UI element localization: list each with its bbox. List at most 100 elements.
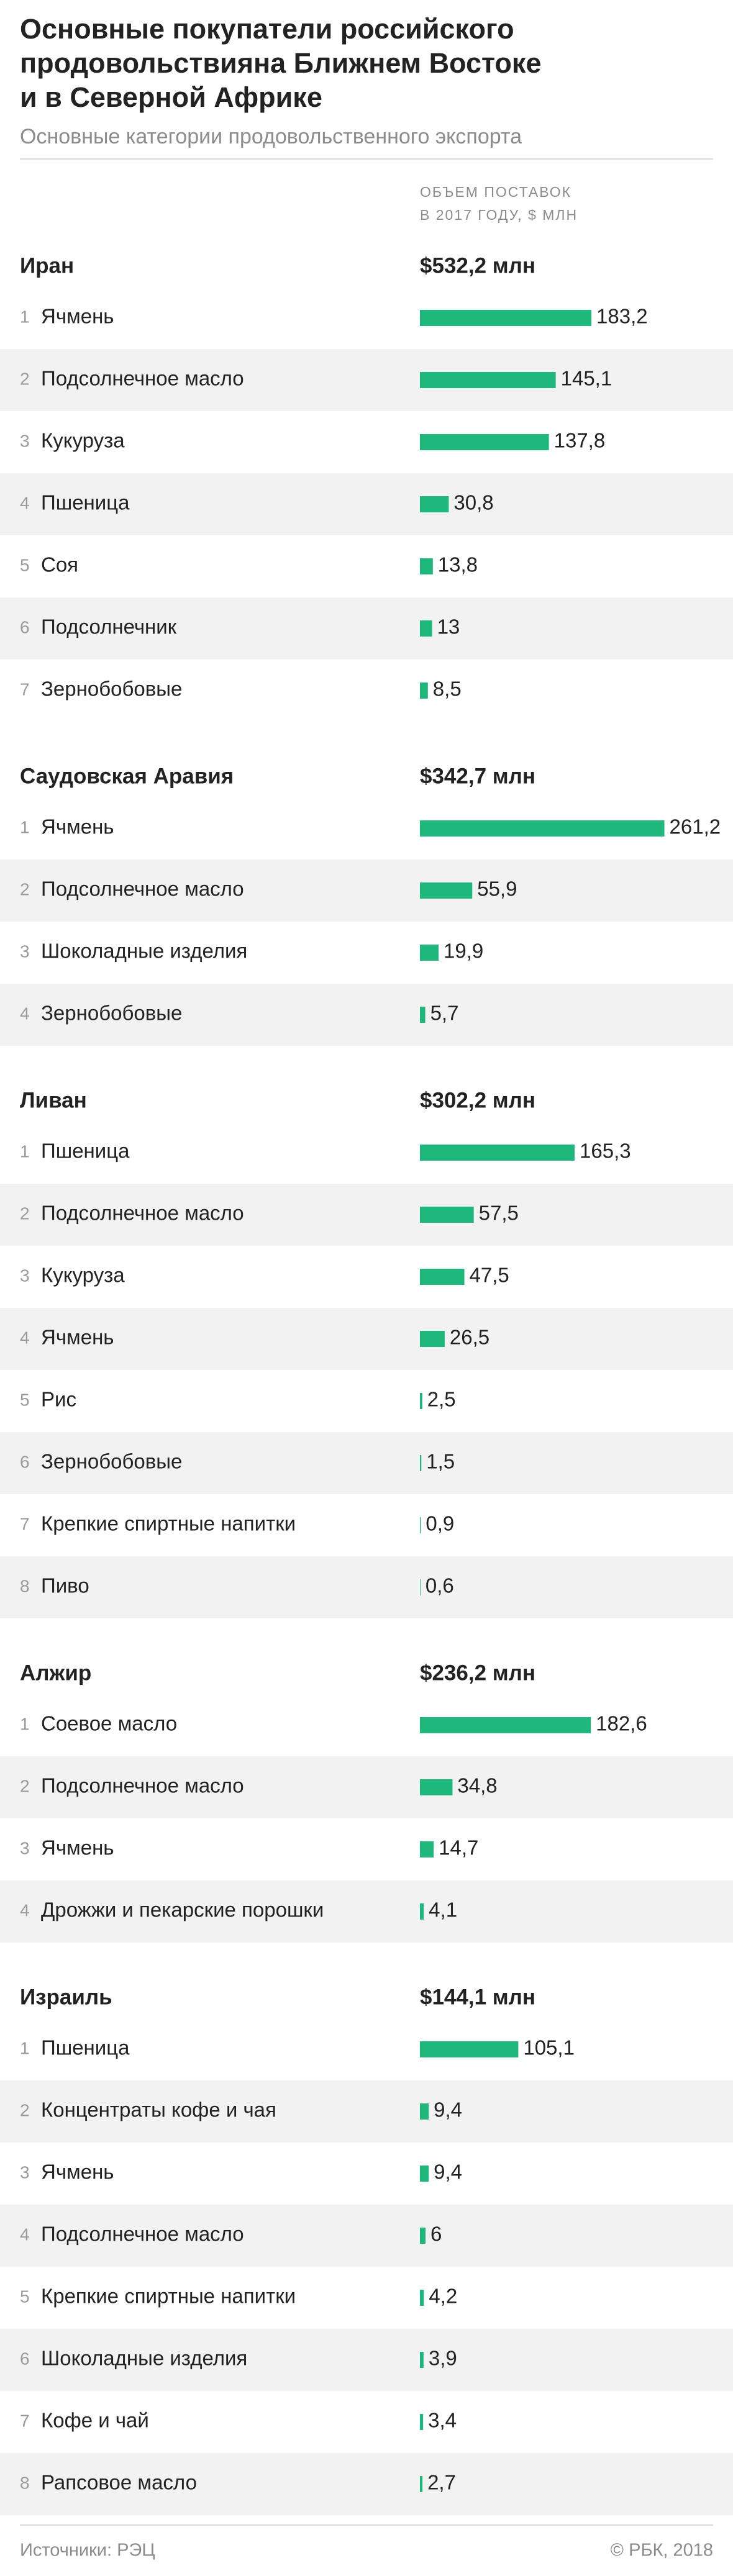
row-band [0,2453,733,2515]
row-band [0,1556,733,1618]
value-label: 182,6 [596,1712,647,1735]
rank: 3 [20,2162,30,2182]
rank: 5 [20,1390,30,1409]
rank: 6 [20,1452,30,1471]
category-label: Крепкие спиртные напитки [41,2285,296,2308]
group-title: Саудовская Аравия [20,764,234,788]
rank: 3 [20,941,30,961]
title: продовольствияна Ближнем Востоке [20,47,541,79]
group-title: Иран [20,253,74,278]
rank: 1 [20,817,30,837]
value-label: 137,8 [554,429,606,452]
value-label: 9,4 [434,2098,462,2121]
bar [420,1455,422,1471]
group-total: $302,2 млн [420,1088,535,1112]
category-label: Дрожжи и пекарские порошки [41,1898,324,1921]
category-label: Зернобобовые [41,678,182,701]
bar [420,558,433,574]
rank: 3 [20,1838,30,1857]
bar [420,1717,591,1733]
category-label: Пиво [41,1574,89,1597]
bar [420,2476,423,2492]
rank: 8 [20,2473,30,2492]
category-label: Зернобобовые [41,1002,182,1025]
row-band [0,349,733,411]
rank: 2 [20,2100,30,2120]
value-label: 30,8 [453,491,493,514]
value-label: 8,5 [433,678,462,701]
value-label: 3,4 [428,2409,457,2432]
value-label: 261,2 [670,815,721,838]
row-band [0,1308,733,1370]
title: Основные покупатели российского [20,13,514,45]
rank: 6 [20,617,30,637]
category-label: Кофе и чай [41,2409,149,2432]
bar [420,1207,474,1223]
bar [420,683,428,699]
rank: 2 [20,369,30,388]
category-label: Ячмень [41,815,114,838]
value-label: 5,7 [430,1002,459,1025]
category-label: Ячмень [41,305,114,328]
row-band [0,597,733,660]
rank: 4 [20,1328,30,1347]
row-band [0,2329,733,2391]
bar [420,1393,422,1409]
rank: 4 [20,1004,30,1023]
bar [420,1331,445,1347]
category-label: Рис [41,1388,76,1411]
rank: 1 [20,307,30,326]
value-label: 105,1 [523,2036,575,2059]
bar [420,2290,424,2306]
category-label: Ячмень [41,1836,114,1859]
value-label: 0,9 [426,1512,454,1535]
rank: 3 [20,1266,30,1285]
value-label: 2,7 [427,2471,456,2494]
subtitle: Основные категории продовольственного эк… [20,125,522,148]
value-label: 34,8 [457,1774,497,1797]
rank: 7 [20,2411,30,2430]
source: Источники: РЭЦ [20,2541,155,2560]
bar [420,2041,519,2057]
category-label: Кукуруза [41,429,125,452]
value-label: 1,5 [426,1450,455,1473]
group-total: $144,1 млн [420,1985,535,2009]
category-label: Ячмень [41,1326,114,1349]
value-label: 4,2 [429,2285,457,2308]
bar [420,2103,429,2120]
value-label: 26,5 [450,1326,489,1349]
category-label: Подсолнечное масло [41,1202,244,1225]
bar [420,1579,421,1595]
bar [420,620,432,637]
bar [420,1903,424,1920]
group-title: Ливан [20,1088,87,1112]
value-label: 4,1 [429,1898,457,1921]
title: и в Северной Африке [20,81,322,113]
bar [420,1517,421,1533]
category-label: Соя [41,553,78,576]
group-title: Алжир [20,1661,91,1685]
value-label: 183,2 [596,305,648,328]
bar [420,1841,434,1857]
value-label: 3,9 [429,2347,457,2370]
category-label: Подсолнечное масло [41,2223,244,2246]
category-label: Пшеница [41,2036,130,2059]
category-label: Подсолнечное масло [41,878,244,900]
bar [420,434,549,450]
category-label: Крепкие спиртные напитки [41,1512,296,1535]
rank: 2 [20,1204,30,1223]
rank: 1 [20,1714,30,1733]
category-label: Концентраты кофе и чая [41,2098,276,2121]
rank: 4 [20,493,30,512]
rank: 2 [20,879,30,899]
rank: 4 [20,2225,30,2244]
category-label: Ячмень [41,2161,114,2184]
value-label: 6 [430,2223,442,2246]
value-label: 47,5 [470,1264,509,1287]
value-label: 14,7 [439,1836,478,1859]
copyright: © РБК, 2018 [611,2541,713,2560]
rank: 3 [20,431,30,450]
row-band [0,984,733,1046]
